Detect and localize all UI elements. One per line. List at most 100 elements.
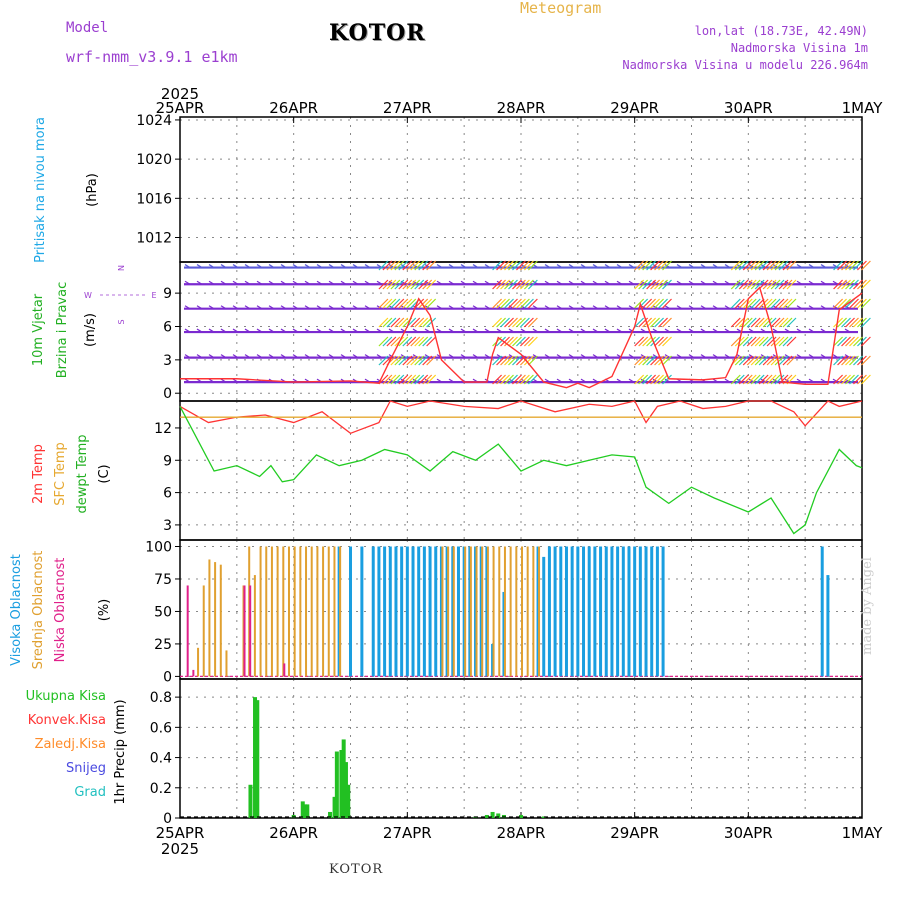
cloud-bar xyxy=(287,546,290,677)
cloud-bar xyxy=(316,546,319,677)
precip-bar xyxy=(519,814,523,818)
wind-barb xyxy=(292,280,299,285)
elevation-label: Nadmorska Visina 1m xyxy=(730,41,868,55)
wind-arrow xyxy=(406,279,417,290)
footer-station: KOTOR xyxy=(329,862,384,877)
wind-arrow xyxy=(398,317,409,328)
wind-barb xyxy=(484,264,491,269)
wind-arrow xyxy=(833,317,844,328)
cloud-bar xyxy=(270,546,273,677)
wind-arrow xyxy=(650,298,661,309)
wind-arrow xyxy=(386,374,397,385)
wind-arrow xyxy=(853,279,863,290)
wind-arrow xyxy=(523,355,534,366)
wind-arrow xyxy=(634,260,645,271)
wind-arrow xyxy=(845,317,855,328)
wind-barb xyxy=(184,378,191,383)
wind-arrow xyxy=(758,374,769,385)
ylabel-cloud-high: Visoka Oblacnost xyxy=(9,554,24,666)
wind-arrow xyxy=(746,298,757,309)
wind-barb xyxy=(508,328,515,333)
precip-legend-item: Ukupna Kisa xyxy=(26,689,106,704)
wind-arrow xyxy=(642,298,653,309)
wind-barb xyxy=(544,354,551,359)
wind-barb xyxy=(700,280,707,285)
wind-barb xyxy=(544,305,551,310)
wind-arrow xyxy=(778,336,789,347)
wind-arrow xyxy=(422,374,433,385)
wind-arrow xyxy=(730,298,741,309)
wind-arrow xyxy=(638,336,649,347)
wind-arrow xyxy=(638,279,649,290)
wind-arrow xyxy=(414,279,425,290)
wind-barb xyxy=(484,328,491,333)
wind-arrow xyxy=(857,317,867,328)
wind-barb xyxy=(352,328,359,333)
wind-arrow xyxy=(382,355,393,366)
wind-barb xyxy=(460,328,467,333)
precip-bar xyxy=(300,801,305,818)
wind-arrow xyxy=(766,279,777,290)
y-tick-label: 1024 xyxy=(136,113,172,129)
wind-barb xyxy=(580,280,587,285)
wind-barb xyxy=(364,280,371,285)
wind-barb xyxy=(268,305,275,310)
wind-arrow xyxy=(650,336,661,347)
cloud-bar xyxy=(532,546,535,677)
wind-barb xyxy=(232,305,239,310)
wind-barb xyxy=(196,305,203,310)
wind-barb xyxy=(460,354,467,359)
wind-arrow xyxy=(658,355,668,366)
wind-arrow xyxy=(386,279,397,290)
year-label-bottom: 2025 xyxy=(161,840,199,858)
wind-barb xyxy=(448,280,455,285)
wind-arrow xyxy=(754,336,765,347)
wind-arrow xyxy=(516,374,526,385)
wind-barb xyxy=(700,264,707,269)
date-label-bottom: 29APR xyxy=(610,824,659,842)
wind-arrow xyxy=(750,374,761,385)
cloud-bar xyxy=(570,546,574,677)
wind-arrow xyxy=(770,374,781,385)
cloud-bar xyxy=(327,546,330,677)
wind-barb xyxy=(220,378,227,383)
wind-barb xyxy=(604,280,611,285)
wind-barb xyxy=(448,378,455,383)
wind-arrow xyxy=(857,336,867,347)
cloud-bar xyxy=(616,546,620,677)
wind-barb xyxy=(556,328,563,333)
wind-barb xyxy=(232,280,239,285)
wind-barb xyxy=(184,264,191,269)
wind-arrow xyxy=(402,260,413,271)
y-tick-label: 0.2 xyxy=(150,781,172,797)
wind-arrow xyxy=(738,279,749,290)
model-name: wrf-nmm_v3.9.1 e1km xyxy=(66,48,238,66)
wind-arrow xyxy=(516,260,526,271)
wind-arrow xyxy=(512,317,522,328)
cloud-bar xyxy=(526,546,529,677)
wind-arrow xyxy=(634,298,645,309)
wind-arrow xyxy=(782,260,793,271)
wind-arrow xyxy=(500,317,510,328)
cloud-bar xyxy=(599,546,603,677)
ylabel-wind: 10m Vjetar xyxy=(31,293,46,366)
wind-barb xyxy=(256,305,263,310)
wind-barb xyxy=(808,354,815,359)
wind-barb xyxy=(208,280,215,285)
cloud-bar xyxy=(400,546,404,677)
wind-barb xyxy=(532,305,539,310)
wind-arrow xyxy=(662,298,672,309)
wind-arrow xyxy=(662,336,672,347)
wind-barb xyxy=(616,378,623,383)
wind-barb xyxy=(556,354,563,359)
wind-arrow xyxy=(382,260,393,271)
cloud-bar xyxy=(576,546,580,677)
cloud-bar xyxy=(349,546,352,677)
cloud-bar xyxy=(214,562,217,677)
wind-arrow xyxy=(833,298,844,309)
wind-arrow xyxy=(742,374,753,385)
wind-barb xyxy=(292,264,299,269)
wind-arrow xyxy=(662,355,672,366)
wind-barb xyxy=(328,305,335,310)
